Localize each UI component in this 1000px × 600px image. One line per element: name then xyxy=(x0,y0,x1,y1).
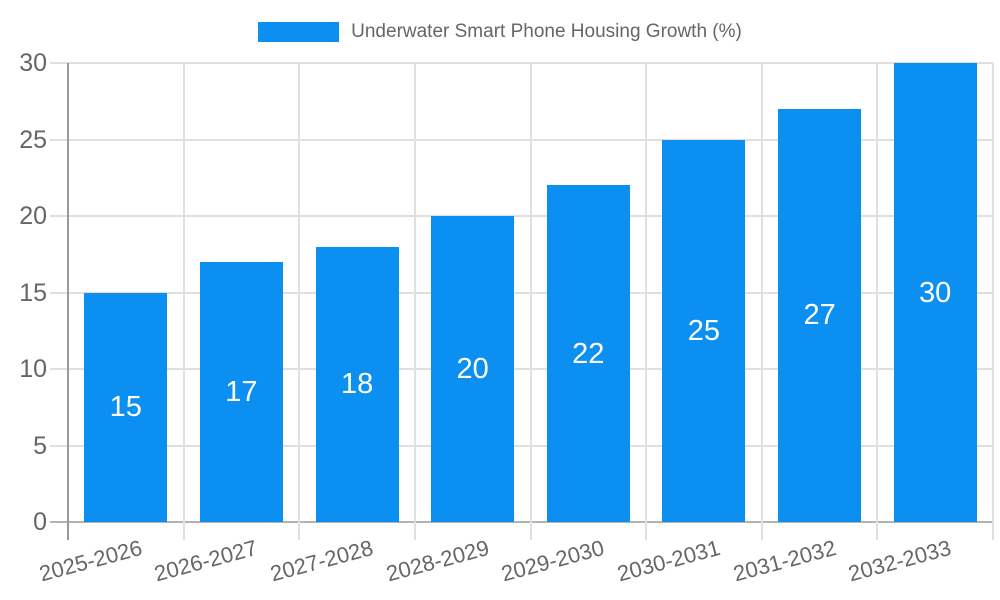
bar xyxy=(84,292,168,522)
bar-value-label: 20 xyxy=(456,353,489,385)
x-gridline xyxy=(182,63,185,540)
y-gridline xyxy=(50,521,993,523)
x-gridline xyxy=(645,63,648,540)
y-tick-label: 30 xyxy=(19,49,47,77)
legend-item[interactable]: Underwater Smart Phone Housing Growth (%… xyxy=(258,18,742,46)
bar-value-label: 27 xyxy=(803,299,836,332)
y-tick-label: 0 xyxy=(33,508,47,536)
bar-value-label: 15 xyxy=(109,391,142,424)
bar xyxy=(431,216,515,522)
x-gridline xyxy=(413,63,416,540)
bar-value-label: 25 xyxy=(687,314,721,347)
y-tick-label: 20 xyxy=(19,202,47,230)
y-gridline xyxy=(50,444,993,447)
bar xyxy=(778,108,862,522)
chart-legend: Underwater Smart Phone Housing Growth (%… xyxy=(0,18,1000,46)
x-gridline xyxy=(760,63,763,540)
y-gridline xyxy=(50,368,993,370)
bar-value-label: 22 xyxy=(572,337,605,370)
bar xyxy=(546,185,630,522)
y-gridline xyxy=(50,291,993,294)
y-tick-label: 5 xyxy=(33,431,47,460)
bar xyxy=(315,246,399,522)
x-gridline xyxy=(298,63,301,540)
y-axis-line xyxy=(67,63,69,540)
legend-label: Underwater Smart Phone Housing Growth (%… xyxy=(351,21,742,42)
x-gridline xyxy=(992,63,994,540)
y-gridline xyxy=(50,138,993,141)
x-gridline xyxy=(529,63,532,540)
legend-swatch-icon xyxy=(258,22,340,42)
bar-value-label: 18 xyxy=(340,368,374,401)
y-tick-label: 25 xyxy=(19,125,47,154)
x-gridline xyxy=(876,63,879,540)
y-gridline xyxy=(50,215,993,217)
bar-value-label: 30 xyxy=(919,276,952,309)
bar xyxy=(893,63,977,522)
bar xyxy=(199,261,283,522)
y-gridline xyxy=(50,62,993,64)
y-tick-label: 10 xyxy=(19,355,47,383)
y-tick-label: 15 xyxy=(19,278,47,307)
bar xyxy=(662,139,746,522)
bar-value-label: 17 xyxy=(225,376,258,408)
